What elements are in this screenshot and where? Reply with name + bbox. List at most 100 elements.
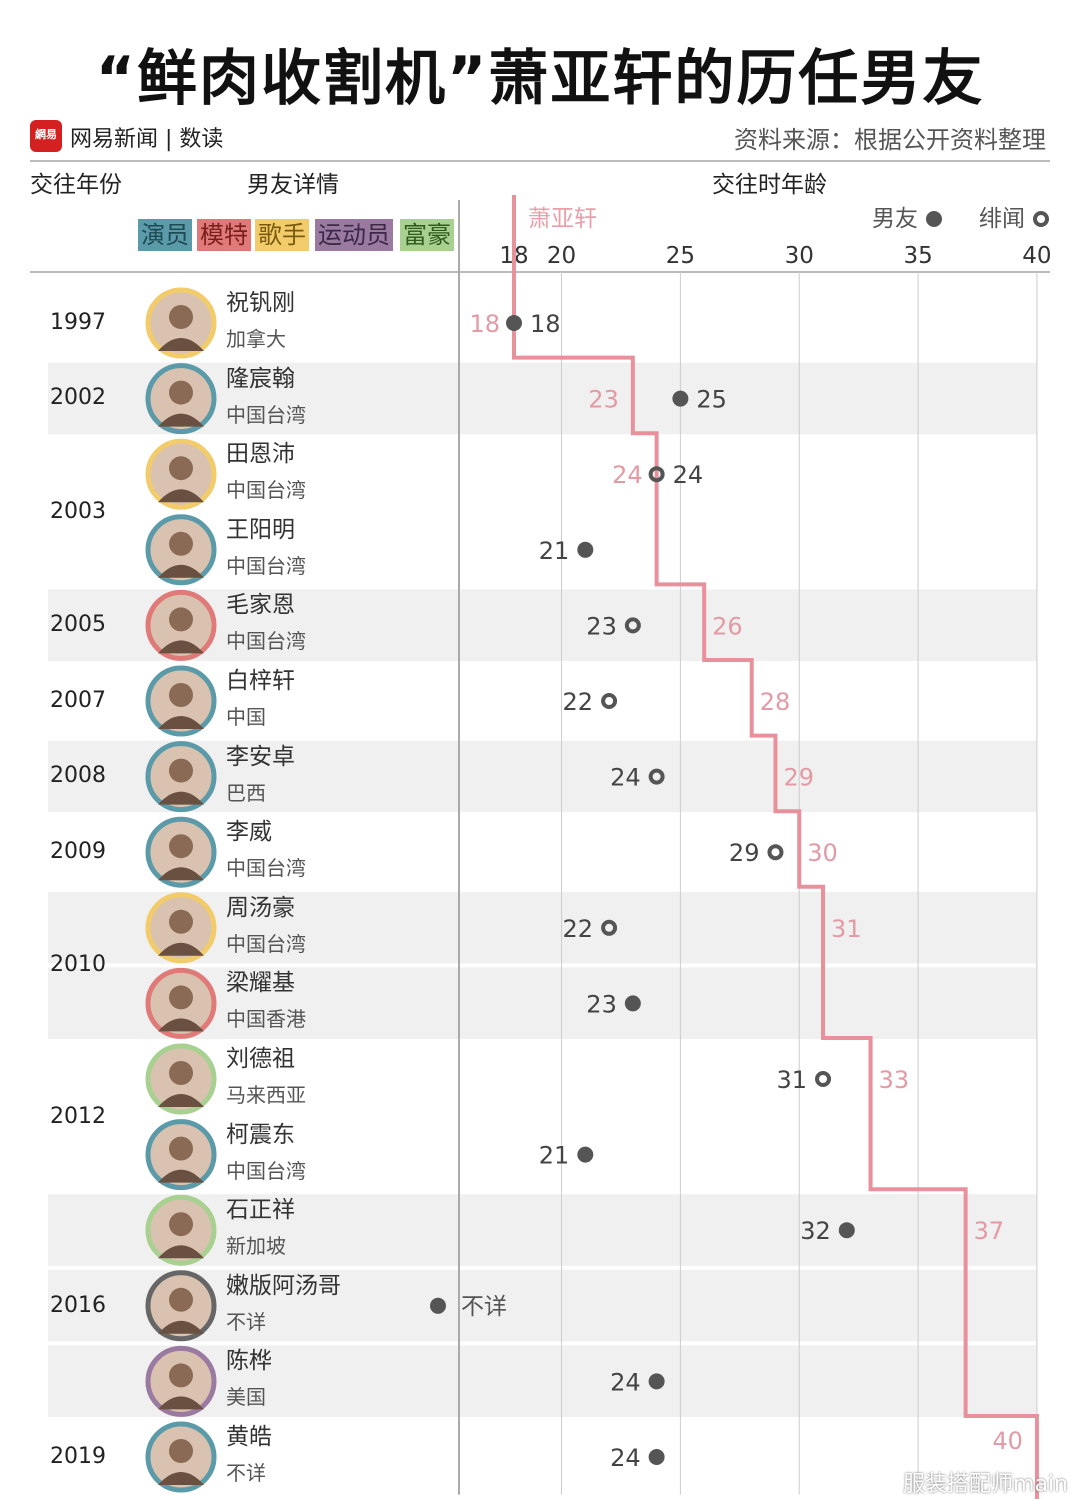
header-details: 男友详情 bbox=[247, 172, 339, 198]
netease-logo: 網易 bbox=[30, 120, 62, 152]
boyfriend-age-label: 29 bbox=[729, 839, 760, 867]
boyfriend-dot bbox=[648, 1373, 665, 1390]
boyfriend-age-label: 24 bbox=[610, 764, 641, 792]
age-unknown-label: 不详 bbox=[461, 1294, 507, 1320]
category-chip: 演员 bbox=[138, 219, 192, 251]
year-label: 2003 bbox=[50, 498, 106, 524]
boyfriend-dot bbox=[577, 1146, 594, 1163]
boyfriend-name: 嫩版阿汤哥 bbox=[226, 1272, 341, 1299]
xiao-age-label: 26 bbox=[712, 612, 743, 640]
rumor-dot bbox=[648, 466, 665, 483]
boyfriend-age-label: 23 bbox=[586, 990, 617, 1018]
boyfriend-age-label: 23 bbox=[586, 612, 617, 640]
xiao-age-line bbox=[512, 195, 1039, 1499]
avatar-body-icon bbox=[158, 1094, 204, 1107]
xiao-age-label: 37 bbox=[974, 1217, 1005, 1245]
boyfriend-country: 中国 bbox=[226, 705, 266, 729]
avatar-body-icon bbox=[158, 791, 204, 805]
year-label: 2005 bbox=[50, 612, 106, 638]
boyfriend-age-label: 24 bbox=[610, 1368, 641, 1396]
avatar-body-icon bbox=[158, 942, 204, 956]
boyfriend-country: 不详 bbox=[226, 1461, 266, 1485]
avatar-body-icon bbox=[158, 1396, 204, 1410]
boyfriend-age-label: 22 bbox=[563, 915, 594, 943]
year-label: 2008 bbox=[50, 763, 106, 789]
avatar-head-icon bbox=[169, 1287, 193, 1312]
boyfriend-country: 中国台湾 bbox=[226, 629, 306, 654]
boyfriend-country: 中国台湾 bbox=[226, 402, 306, 427]
boyfriend-country: 中国台湾 bbox=[226, 856, 306, 881]
legend-boyfriend-label: 男友 bbox=[872, 206, 918, 232]
rumor-dot bbox=[648, 768, 665, 785]
avatar-head-icon bbox=[169, 1363, 193, 1388]
category-chip: 运动员 bbox=[315, 219, 393, 251]
boyfriend-age-label: 25 bbox=[696, 386, 727, 414]
avatar-head-icon bbox=[169, 456, 193, 481]
category-chip: 富豪 bbox=[400, 219, 454, 251]
boyfriend-dot bbox=[577, 541, 594, 558]
boyfriend-name: 李威 bbox=[226, 819, 272, 846]
x-tick-label: 20 bbox=[547, 243, 576, 269]
page-title: “鲜肉收割机”萧亚轩的历任男友 bbox=[95, 44, 985, 114]
avatar-body-icon bbox=[158, 1245, 204, 1259]
avatar-head-icon bbox=[169, 758, 193, 783]
avatar-head-icon bbox=[169, 985, 193, 1010]
year-label: 1997 bbox=[50, 309, 106, 335]
boyfriend-country: 中国台湾 bbox=[226, 931, 306, 956]
boyfriend-country: 不详 bbox=[226, 1309, 266, 1334]
year-label: 2012 bbox=[50, 1103, 106, 1129]
xiao-age-label: 33 bbox=[879, 1066, 910, 1094]
boyfriend-age-label: 32 bbox=[800, 1217, 831, 1245]
xiao-age-label: 40 bbox=[992, 1427, 1023, 1455]
avatar-body-icon bbox=[158, 640, 204, 654]
legend-filled-dot-icon bbox=[926, 211, 942, 227]
avatar-body-icon bbox=[158, 716, 204, 729]
boyfriend-name: 隆宸翰 bbox=[226, 365, 295, 392]
legend-rumor-label: 绯闻 bbox=[979, 206, 1025, 232]
x-tick-label: 40 bbox=[1022, 243, 1051, 269]
boyfriend-dot bbox=[672, 390, 689, 407]
watermark: 服装搭配师main bbox=[903, 1471, 1068, 1497]
year-label: 2007 bbox=[50, 687, 106, 713]
boyfriend-dot bbox=[838, 1222, 855, 1239]
rumor-dot bbox=[601, 693, 618, 709]
rumor-dot bbox=[624, 617, 641, 634]
x-tick-label: 25 bbox=[666, 243, 695, 269]
year-label: 2019 bbox=[50, 1443, 106, 1469]
xiao-age-label: 29 bbox=[783, 764, 814, 792]
boyfriend-country: 新加坡 bbox=[226, 1234, 286, 1259]
boyfriend-age-label: 21 bbox=[539, 1142, 570, 1170]
boyfriend-name: 周汤豪 bbox=[226, 894, 295, 921]
x-tick-label: 35 bbox=[903, 243, 932, 269]
header-age: 交往时年龄 bbox=[712, 172, 827, 198]
avatar-body-icon bbox=[158, 338, 204, 351]
avatar-body-icon bbox=[158, 489, 204, 503]
year-label: 2016 bbox=[50, 1292, 106, 1318]
xiao-age-label: 30 bbox=[807, 839, 838, 867]
boyfriend-age-label: 18 bbox=[530, 310, 561, 338]
avatar-body-icon bbox=[158, 1320, 204, 1334]
category-chip: 模特 bbox=[197, 219, 251, 251]
avatar-body-icon bbox=[158, 413, 204, 427]
boyfriend-country: 巴西 bbox=[226, 780, 266, 805]
xiao-age-label: 28 bbox=[760, 688, 791, 716]
legend-hollow-dot-icon bbox=[1033, 211, 1049, 227]
boyfriend-name: 田恩沛 bbox=[226, 441, 295, 468]
boyfriend-name: 梁耀基 bbox=[226, 970, 295, 997]
xiao-age-label: 31 bbox=[831, 915, 862, 943]
avatar-head-icon bbox=[169, 1061, 193, 1085]
boyfriend-dot bbox=[624, 995, 641, 1012]
boyfriend-name: 祝钒刚 bbox=[226, 290, 295, 316]
avatar-body-icon bbox=[158, 1472, 204, 1485]
avatar-head-icon bbox=[169, 834, 193, 859]
year-label: 2009 bbox=[50, 839, 106, 864]
boyfriend-age-label: 24 bbox=[610, 1444, 641, 1472]
boyfriend-name: 王阳明 bbox=[226, 516, 295, 543]
boyfriend-country: 中国台湾 bbox=[226, 1158, 306, 1183]
boyfriend-name: 白梓轩 bbox=[226, 668, 295, 694]
avatar-head-icon bbox=[169, 305, 193, 329]
year-label: 2002 bbox=[50, 385, 106, 411]
avatar-head-icon bbox=[169, 531, 193, 556]
avatar-head-icon bbox=[169, 380, 193, 405]
brand-name: 网易新闻 | 数读 bbox=[70, 127, 224, 152]
